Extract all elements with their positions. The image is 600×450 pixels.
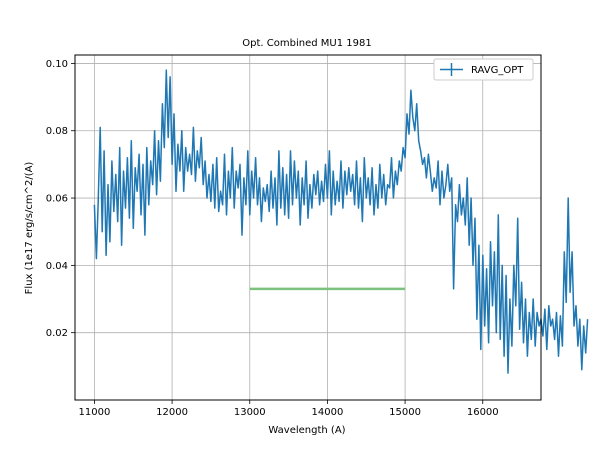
y-tick-label: 0.02 <box>46 328 68 339</box>
y-tick-label: 0.06 <box>46 194 68 205</box>
x-tick-label: 12000 <box>156 407 188 418</box>
y-tick-label: 0.04 <box>46 261 68 272</box>
x-tick-label: 11000 <box>79 407 111 418</box>
chart-title: Opt. Combined MU1 1981 <box>242 38 371 49</box>
x-tick-label: 16000 <box>467 407 499 418</box>
x-tick-label: 14000 <box>312 407 344 418</box>
legend: RAVG_OPT <box>433 58 534 81</box>
x-tick-label: 15000 <box>389 407 421 418</box>
y-tick-label: 0.08 <box>46 126 68 137</box>
plot-area <box>93 69 589 374</box>
x-tick-label: 13000 <box>234 407 266 418</box>
legend-label-ravg-opt: RAVG_OPT <box>471 65 524 76</box>
x-axis: 11000 12000 13000 14000 15000 16000 <box>79 400 499 418</box>
legend-box <box>433 58 534 81</box>
y-axis-label: Flux (1e17 erg/s/cm^2/(A) <box>24 162 35 295</box>
y-tick-label: 0.10 <box>46 59 68 70</box>
plot-frame <box>74 54 542 401</box>
y-axis: 0.02 0.04 0.06 0.08 0.10 <box>46 59 75 339</box>
series-ravg-opt-line <box>93 69 589 374</box>
x-axis-label: Wavelength (A) <box>268 425 345 436</box>
